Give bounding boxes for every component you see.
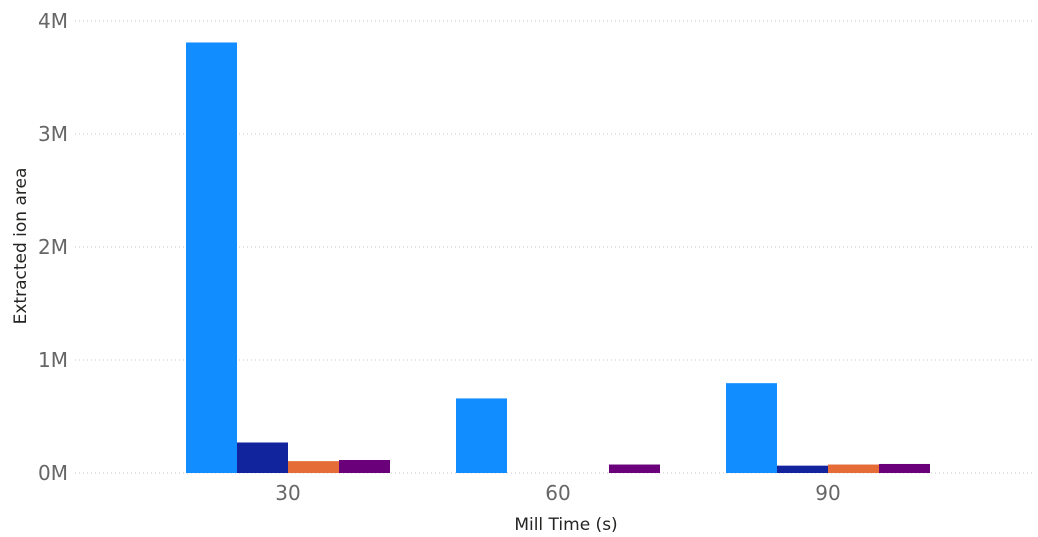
y-tick-label-4: 4M [38,9,68,33]
x-axis-title: Mill Time (s) [514,515,617,535]
bar-60-series-1[interactable] [456,398,507,473]
y-axis-title: Extracted ion area [11,168,31,325]
bar-30-series-3[interactable] [288,461,339,473]
x-tick-label-30: 30 [275,481,300,505]
bar-90-series-4[interactable] [879,463,930,473]
bar-90-series-2[interactable] [777,465,828,473]
x-axis-ticks: 30 60 90 [275,481,840,505]
bar-90-series-1[interactable] [726,383,777,473]
y-tick-label-0: 0M [38,461,68,485]
y-tick-label-1: 1M [38,348,68,372]
bar-30-series-2[interactable] [237,442,288,473]
bar-30-series-1[interactable] [186,42,237,473]
bar-30-series-4[interactable] [339,460,390,473]
y-tick-label-3: 3M [38,122,68,146]
bar-60-series-4[interactable] [609,464,660,473]
x-tick-label-60: 60 [545,481,570,505]
y-tick-label-2: 2M [38,235,68,259]
bar-90-series-3[interactable] [828,464,879,473]
bars [186,42,930,473]
x-tick-label-90: 90 [815,481,840,505]
y-axis-ticks: 0M 1M 2M 3M 4M [38,9,68,485]
